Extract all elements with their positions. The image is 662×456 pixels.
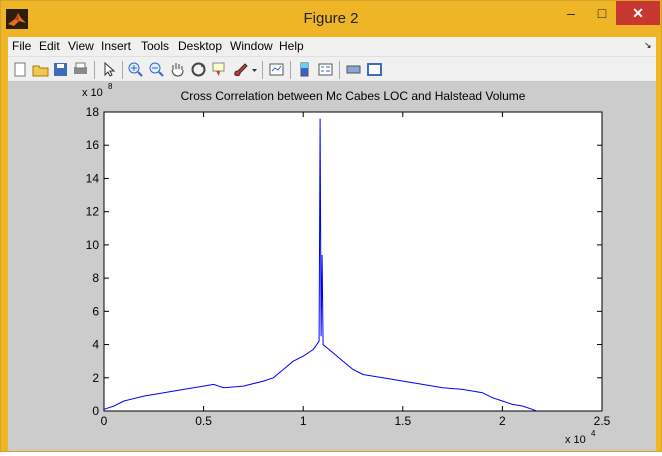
data-cursor-icon[interactable]: [211, 61, 228, 78]
print-icon[interactable]: [72, 61, 89, 78]
y-tick-label: 14: [86, 171, 100, 185]
series-line[interactable]: [103, 118, 537, 412]
y-tick-label: 6: [92, 304, 99, 318]
y-tick-label: 2: [92, 371, 99, 385]
new-figure-icon[interactable]: [12, 61, 29, 78]
menu-help[interactable]: Help: [279, 39, 304, 53]
x-exponent-label: x 10: [565, 434, 586, 446]
y-exponent-label: x 10: [82, 87, 103, 99]
colorbar-icon[interactable]: [296, 61, 313, 78]
brush-icon[interactable]: [232, 61, 249, 78]
toolbar-separator: [94, 61, 95, 79]
y-tick-label: 0: [92, 404, 99, 418]
zoom-in-icon[interactable]: [127, 61, 144, 78]
x-tick-label: 0.5: [195, 414, 212, 428]
toolbar-separator: [339, 61, 340, 79]
menu-file[interactable]: File: [12, 39, 32, 53]
matlab-icon: [6, 9, 28, 29]
y-tick-label: 12: [86, 205, 100, 219]
zoom-out-icon[interactable]: [148, 61, 165, 78]
open-file-icon[interactable]: [32, 61, 49, 78]
arrow-select-icon[interactable]: [100, 61, 117, 78]
y-tick-label: 8: [92, 271, 99, 285]
y-exponent-power: 8: [108, 82, 113, 91]
save-icon[interactable]: [52, 61, 69, 78]
x-tick-label: 2: [499, 414, 506, 428]
chart-title: Cross Correlation between Mc Cabes LOC a…: [181, 89, 526, 103]
legend-icon[interactable]: [317, 61, 334, 78]
window-title: Figure 2: [303, 10, 359, 27]
link-plot-icon[interactable]: [268, 61, 285, 78]
cross-correlation-chart[interactable]: Cross Correlation between Mc Cabes LOC a…: [8, 82, 656, 451]
title-bar[interactable]: Figure 2 – □ ✕: [1, 1, 661, 36]
figure-toolbar: [8, 56, 656, 82]
y-tick-label: 16: [86, 138, 100, 152]
menu-bar: File Edit View Insert Tools Desktop Wind…: [8, 37, 656, 56]
axes-box[interactable]: [103, 111, 603, 412]
hide-plot-tools-icon[interactable]: [345, 61, 362, 78]
y-tick-label: 4: [92, 338, 99, 352]
menu-window[interactable]: Window: [230, 39, 273, 53]
x-tick-label: 2.5: [594, 414, 611, 428]
toolbar-separator: [122, 61, 123, 79]
close-button[interactable]: ✕: [616, 1, 660, 25]
y-tick-label: 10: [86, 238, 100, 252]
x-tick-label: 1.5: [394, 414, 411, 428]
figure-area: Cross Correlation between Mc Cabes LOC a…: [8, 82, 656, 451]
rotate-3d-icon[interactable]: [190, 61, 207, 78]
minimize-button[interactable]: –: [567, 5, 575, 21]
show-plot-tools-icon[interactable]: [366, 61, 383, 78]
pan-hand-icon[interactable]: [169, 61, 186, 78]
menu-edit[interactable]: Edit: [39, 39, 60, 53]
menu-desktop[interactable]: Desktop: [178, 39, 223, 53]
menu-view[interactable]: View: [68, 39, 94, 53]
y-tick-label: 18: [86, 105, 100, 119]
menu-overflow-icon[interactable]: ↘: [644, 40, 652, 50]
menu-insert[interactable]: Insert: [101, 39, 132, 53]
brush-dropdown-icon[interactable]: [250, 61, 259, 78]
maximize-button[interactable]: □: [597, 5, 607, 21]
x-exponent-power: 4: [591, 429, 596, 438]
x-tick-label: 0: [101, 414, 108, 428]
toolbar-separator: [262, 61, 263, 79]
menu-tools[interactable]: Tools: [141, 39, 170, 53]
x-tick-label: 1: [300, 414, 307, 428]
toolbar-separator: [290, 61, 291, 79]
